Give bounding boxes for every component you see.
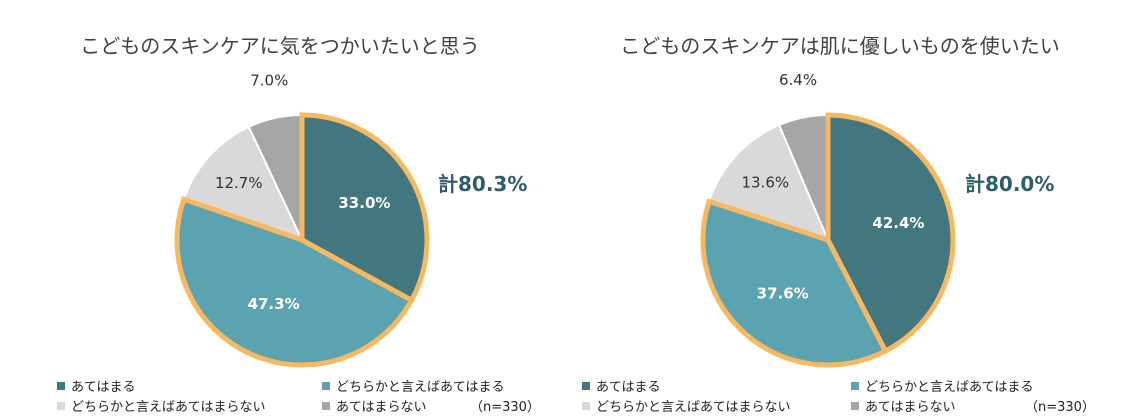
legend-swatch (57, 381, 65, 390)
data-label: 47.3% (248, 295, 300, 313)
legend-swatch (851, 401, 859, 410)
legend-swatch (851, 381, 859, 390)
highlight-outline (825, 112, 956, 355)
data-label: 13.6% (741, 174, 789, 192)
pie-chart: 42.4% 37.6% 13.6% 6.4% (700, 71, 956, 368)
legend-item: どちらかと言えばあてはまらない (582, 396, 790, 415)
legend-swatch (57, 401, 65, 410)
chart-panel-right: こどものスキンケアは肌に優しいものを使いたい 42.4% 37.6% 13.6% 6.… (560, 0, 1120, 420)
slice-dochiraka-ateharanai (707, 123, 830, 242)
legend-swatch (322, 401, 330, 410)
legend-item: あてはまらない (851, 396, 955, 415)
sample-size-label: （n=330） (470, 400, 540, 415)
legend-item: あてはまらない (322, 396, 426, 415)
chart-title: こどものスキンケアは肌に優しいものを使いたい (620, 34, 1060, 58)
legend: あてはまる どちらかと言えばあてはまる どちらかと言えばあてはまらない あてはま… (560, 376, 1120, 416)
total-label: 計80.3% (438, 172, 528, 196)
slice-dochiraka-ateharanai (182, 125, 304, 242)
legend-item: あてはまる (582, 376, 660, 395)
legend-label: どちらかと言えばあてはまらない (71, 400, 266, 415)
pie-chart: 33.0% 47.3% 12.7% 7.0% (174, 72, 430, 368)
legend-item: あてはまる (57, 376, 135, 395)
legend-label: どちらかと言えばあてはまらない (596, 400, 791, 415)
legend-label: あてはまる (596, 380, 661, 395)
legend-swatch (582, 381, 590, 390)
legend-item: どちらかと言えばあてはまる (322, 376, 504, 395)
legend-label: あてはまる (71, 380, 136, 395)
data-label: 6.4% (779, 71, 817, 89)
sample-size-label: （n=330） (1025, 400, 1095, 415)
total-label: 計80.0% (965, 172, 1055, 196)
data-label: 7.0% (250, 72, 288, 90)
chart-panel-left: こどものスキンケアに気をつかいたいと思う 33.0% 47.3% 12.7% 7.0%… (0, 0, 560, 420)
legend-item: どちらかと言えばあてはまる (851, 376, 1033, 395)
legend-swatch (322, 381, 330, 390)
legend-label: あてはまらない (336, 400, 427, 415)
data-label: 42.4% (872, 214, 924, 232)
data-label: 33.0% (338, 194, 390, 212)
data-label: 37.6% (757, 284, 809, 302)
legend-item: どちらかと言えばあてはまらない (57, 396, 265, 415)
legend-swatch (582, 401, 590, 410)
legend: あてはまる どちらかと言えばあてはまる どちらかと言えばあてはまらない あてはま… (0, 376, 560, 416)
chart-title: こどものスキンケアに気をつかいたいと思う (80, 34, 480, 58)
highlight-outline (174, 195, 415, 368)
highlight-outline (700, 198, 889, 368)
legend-label: あてはまらない (865, 400, 956, 415)
highlight-outline (299, 112, 430, 304)
legend-label: どちらかと言えばあてはまる (336, 380, 505, 395)
legend-label: どちらかと言えばあてはまる (865, 380, 1034, 395)
data-label: 12.7% (215, 174, 263, 192)
